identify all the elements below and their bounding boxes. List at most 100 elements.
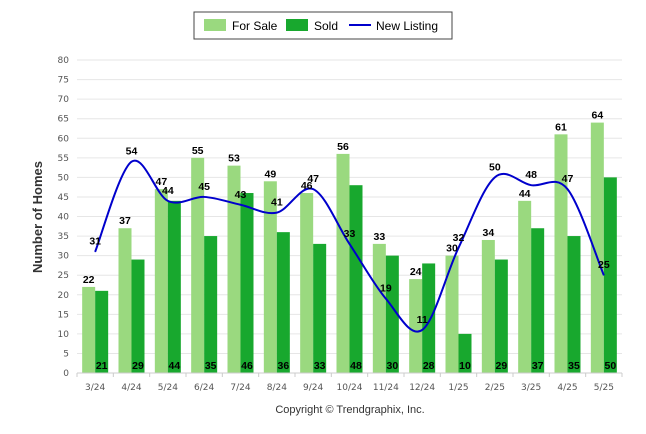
bar-sold: [276, 232, 290, 373]
data-label-for-sale: 56: [337, 141, 349, 153]
y-axis-label: Number of Homes: [30, 161, 45, 273]
data-label-for-sale: 34: [482, 227, 494, 239]
bar-for-sale: [263, 181, 277, 373]
bar-sold: [313, 243, 327, 373]
bar-sold: [131, 259, 145, 373]
x-tick-label: 1/25: [448, 383, 468, 393]
bar-sold: [167, 200, 181, 373]
data-label-for-sale: 46: [301, 180, 313, 192]
data-label-sold: 28: [423, 360, 435, 372]
new-listing-point: [603, 274, 605, 276]
data-label-sold: 50: [604, 360, 616, 372]
y-tick-label: 55: [58, 154, 69, 164]
new-listing-point: [567, 188, 568, 190]
bar-for-sale: [118, 228, 132, 373]
bar-sold: [240, 193, 254, 373]
new-listing-point: [203, 196, 205, 198]
bar-sold: [494, 259, 508, 373]
x-tick-label: 5/25: [594, 383, 614, 393]
bar-sold: [95, 290, 109, 373]
new-listing-point: [349, 243, 350, 245]
y-tick-label: 15: [58, 310, 69, 320]
data-label-for-sale: 61: [555, 121, 567, 133]
data-label-for-sale: 55: [192, 145, 204, 157]
bar-for-sale: [409, 279, 423, 373]
data-label-sold: 35: [205, 360, 217, 372]
x-tick-label: 2/25: [485, 383, 505, 393]
data-label-new-listing: 41: [271, 197, 283, 209]
legend-box: [193, 11, 453, 40]
legend-label-new-listing: New Listing: [376, 19, 438, 33]
new-listing-point: [494, 176, 496, 178]
copyright: Copyright © Trendgraphix, Inc.: [275, 404, 424, 416]
y-tick-label: 70: [58, 95, 70, 105]
data-label-new-listing: 44: [162, 185, 174, 197]
bar-for-sale: [154, 189, 168, 373]
bar-sold: [349, 185, 363, 373]
data-label-new-listing: 25: [598, 259, 610, 271]
x-tick-label: 6/24: [194, 383, 214, 393]
bar-sold: [422, 263, 436, 373]
data-label-sold: 44: [168, 360, 180, 372]
bar-sold: [567, 236, 581, 373]
bar-for-sale: [300, 193, 314, 373]
legend: For Sale Sold New Listing: [193, 11, 453, 40]
data-label-new-listing: 31: [89, 236, 101, 248]
y-tick-label: 30: [58, 252, 70, 262]
bar-sold: [603, 177, 617, 373]
new-listing-point: [94, 251, 96, 253]
new-listing-point: [458, 247, 459, 249]
y-tick-label: 0: [63, 369, 69, 379]
y-tick-label: 60: [58, 134, 70, 144]
legend-label-sold: Sold: [314, 19, 338, 33]
legend-swatch-sold: [286, 19, 308, 31]
data-label-new-listing: 48: [525, 169, 537, 181]
bar-sold: [458, 333, 472, 373]
line-series: [94, 159, 605, 333]
bar-sold: [531, 228, 545, 373]
y-tick-label: 65: [58, 115, 69, 125]
legend-label-for-sale: For Sale: [232, 19, 278, 33]
bar-for-sale: [336, 153, 350, 373]
bar-for-sale: [590, 122, 604, 373]
new-listing-point: [240, 204, 241, 206]
bar-for-sale: [82, 286, 96, 373]
data-label-new-listing: 32: [453, 232, 465, 244]
x-tick-label: 8/24: [267, 383, 287, 393]
x-tick-label: 4/24: [121, 383, 141, 393]
data-label-for-sale: 22: [83, 274, 95, 286]
new-listing-point: [421, 329, 423, 331]
x-tick-label: 12/24: [409, 383, 435, 393]
bar-for-sale: [481, 239, 495, 373]
new-listing-point: [167, 200, 169, 202]
data-label-sold: 29: [495, 360, 507, 372]
new-listing-point: [276, 212, 278, 214]
x-tick-label: 5/24: [158, 383, 178, 393]
data-label-new-listing: 47: [307, 173, 319, 185]
data-label-new-listing: 54: [126, 146, 138, 158]
data-label-sold: 10: [459, 360, 471, 372]
data-label-sold: 21: [96, 360, 108, 372]
y-tick-label: 10: [58, 330, 70, 340]
bar-sold: [204, 236, 218, 373]
y-tick-label: 80: [58, 56, 70, 66]
y-tick-label: 25: [58, 271, 69, 281]
data-label-new-listing: 19: [380, 283, 392, 295]
bar-for-sale: [445, 255, 459, 373]
data-label-for-sale: 30: [446, 243, 458, 255]
data-label-new-listing: 43: [235, 189, 247, 201]
data-label-sold: 48: [350, 360, 362, 372]
data-label-for-sale: 44: [519, 188, 531, 200]
data-label-sold: 29: [132, 360, 144, 372]
x-tick-label: 4/25: [557, 383, 577, 393]
y-tick-label: 20: [58, 291, 70, 301]
y-tick-label: 5: [63, 349, 69, 359]
new-listing-point: [131, 161, 132, 163]
bar-for-sale: [372, 243, 386, 373]
x-tick-label: 11/24: [373, 383, 399, 393]
new-listing-point: [312, 188, 314, 190]
data-label-for-sale: 47: [155, 176, 167, 188]
bar-sold: [385, 255, 399, 373]
data-label-new-listing: 50: [489, 161, 501, 173]
data-labels: 2221372947445535534649364633564833302428…: [83, 110, 617, 372]
